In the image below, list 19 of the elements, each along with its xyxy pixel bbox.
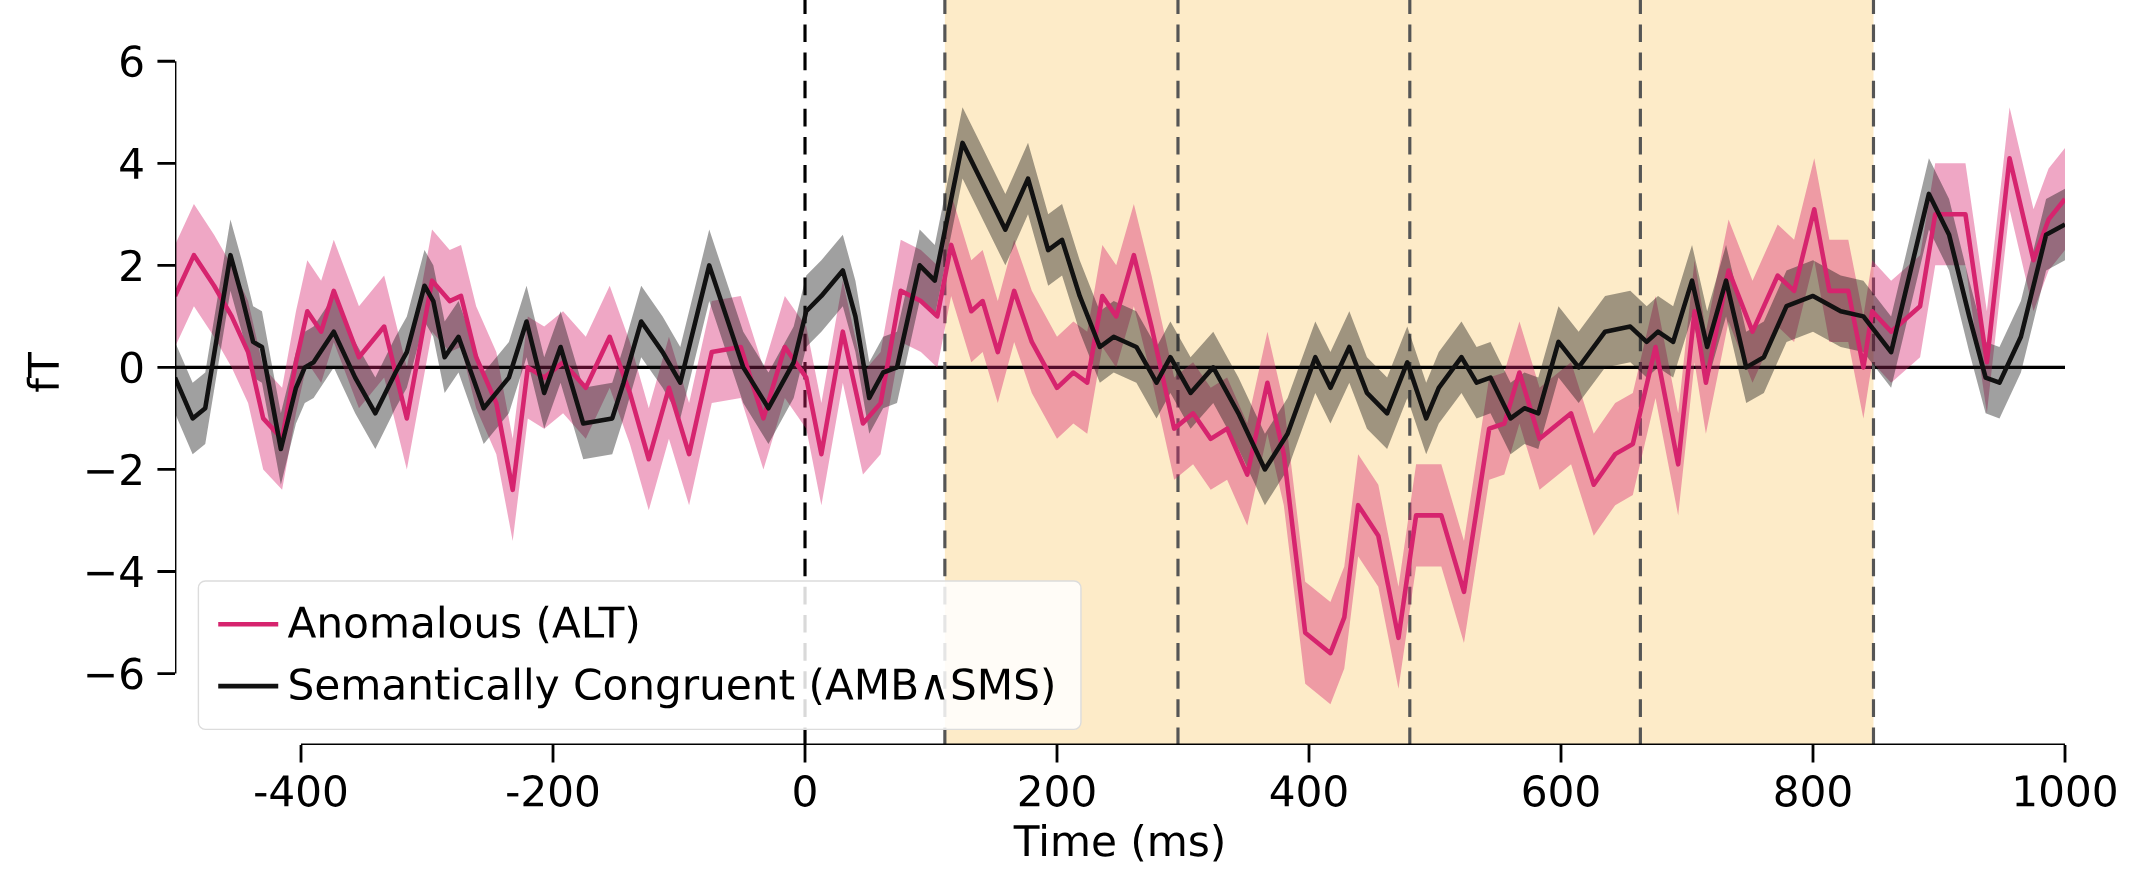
x-tick-label: 200 (1019, 774, 1095, 807)
x-tick-label: 800 (1775, 774, 1851, 807)
y-tick-label: −2 (87, 453, 141, 486)
x-tick-label: 400 (1270, 774, 1347, 807)
y-tick-label: 0 (120, 351, 143, 384)
legend-label: Anomalous (ALT) (287, 605, 638, 644)
y-tick-label: 2 (121, 249, 141, 281)
y-tick-label: 4 (120, 147, 143, 179)
x-tick-label: 1000 (2015, 774, 2116, 807)
x-tick-label: 600 (1523, 774, 1599, 807)
x-tick-label: -400 (255, 774, 347, 807)
x-tick-label: 0 (794, 774, 816, 807)
x-axis-title: Time (ms) (1013, 824, 1223, 862)
y-axis-title: fT (26, 352, 59, 392)
y-tick-label: 6 (121, 45, 143, 78)
legend-label: Semantically Congruent (AMB∧SMS) (290, 667, 1053, 709)
x-tick-label: -200 (507, 774, 599, 807)
y-tick-label: −4 (87, 556, 143, 587)
y-tick-label: −6 (87, 657, 143, 690)
